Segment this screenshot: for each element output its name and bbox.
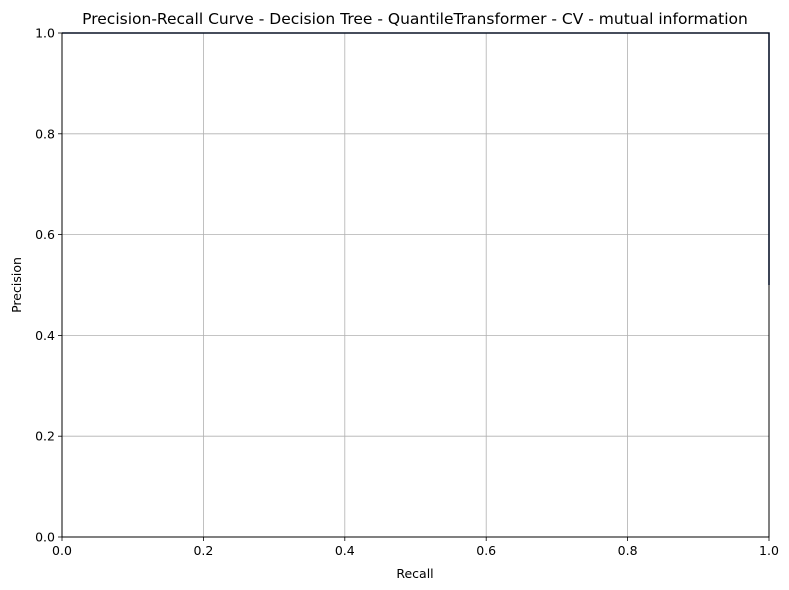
y-axis-label: Precision	[9, 257, 24, 313]
y-tick-label: 1.0	[35, 26, 55, 41]
chart-title: Precision-Recall Curve - Decision Tree -…	[82, 10, 748, 28]
x-tick-label: 1.0	[759, 543, 779, 558]
series-layer	[62, 32, 770, 285]
x-tick-label: 0.2	[193, 543, 213, 558]
plot-frame	[61, 32, 770, 538]
x-tick-label: 0.0	[52, 543, 72, 558]
y-tick-label: 0.2	[35, 429, 55, 444]
y-tick-label: 0.4	[35, 328, 55, 343]
x-tick-label: 0.8	[618, 543, 638, 558]
series-line-0	[62, 32, 770, 285]
x-axis-label: Recall	[396, 566, 433, 581]
y-axis-ticks: 0.0 0.2 0.4 0.6 0.8 1.0	[35, 26, 62, 545]
grid	[61, 32, 770, 538]
y-tick-label: 0.8	[35, 126, 55, 141]
y-tick-label: 0.0	[35, 530, 55, 545]
x-axis-ticks: 0.0 0.2 0.4 0.6 0.8 1.0	[52, 537, 779, 558]
y-tick-label: 0.6	[35, 227, 55, 242]
x-tick-label: 0.6	[476, 543, 496, 558]
x-tick-label: 0.4	[335, 543, 355, 558]
